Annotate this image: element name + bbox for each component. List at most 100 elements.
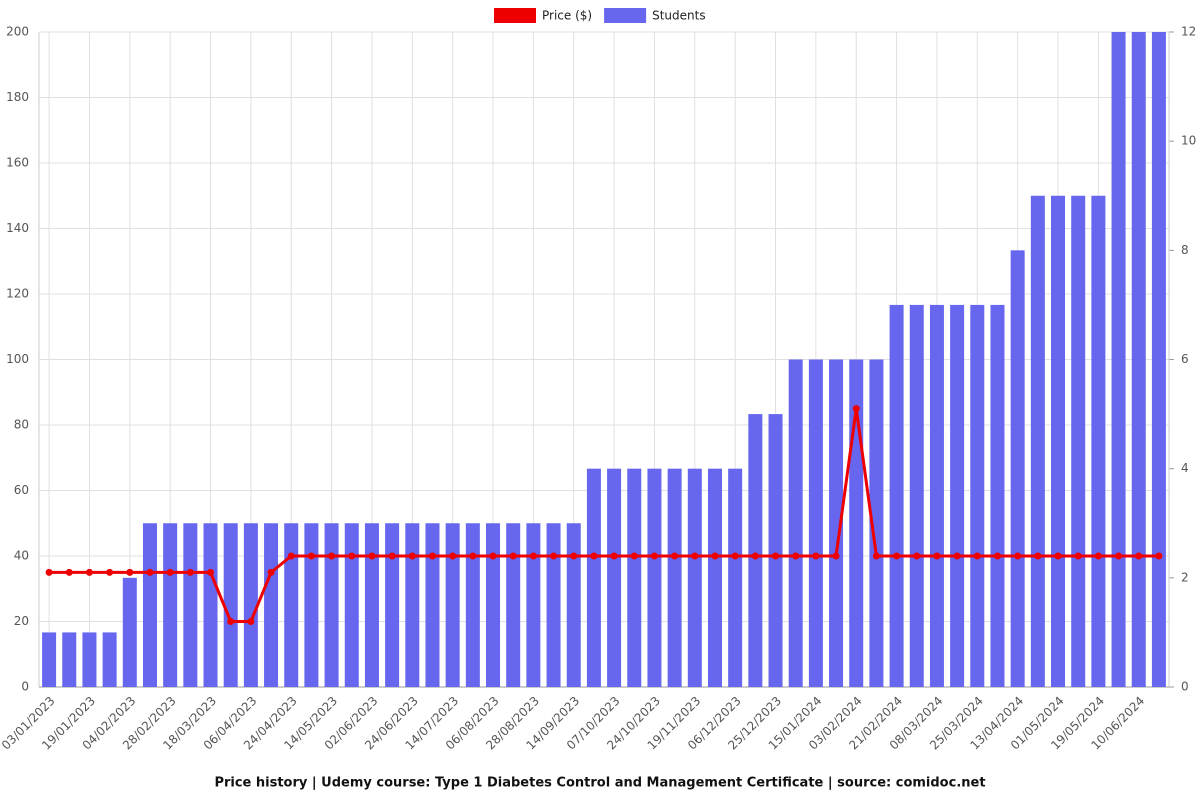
price-point [449, 552, 457, 560]
price-point [913, 552, 921, 560]
bar [546, 523, 561, 687]
price-point [993, 552, 1001, 560]
legend-label: Price ($) [542, 9, 592, 23]
bar [929, 304, 944, 687]
price-point [186, 568, 194, 576]
price-point [671, 552, 679, 560]
bar [1131, 32, 1146, 687]
bar [324, 523, 339, 687]
price-point [368, 552, 376, 560]
price-point [751, 552, 759, 560]
price-point [852, 405, 860, 413]
bar [566, 523, 581, 687]
bar [1091, 195, 1106, 687]
bar [950, 304, 965, 687]
bar [142, 523, 157, 687]
price-point [529, 552, 537, 560]
price-point [973, 552, 981, 560]
price-point [65, 568, 73, 576]
y2-tick-label: 0 [1181, 680, 1189, 694]
price-point [469, 552, 477, 560]
y-tick-label: 140 [6, 221, 29, 235]
y2-tick-label: 4 [1181, 461, 1189, 475]
y2-tick-label: 12 [1181, 25, 1196, 39]
bar [284, 523, 299, 687]
y-tick-label: 60 [14, 483, 29, 497]
bar [163, 523, 178, 687]
price-point [247, 618, 255, 625]
price-point [227, 618, 235, 625]
price-point [1115, 552, 1123, 560]
bar [808, 359, 823, 687]
y-tick-label: 120 [6, 287, 29, 301]
y2-tick-label: 6 [1181, 352, 1189, 366]
price-point [1155, 552, 1163, 560]
bar [647, 468, 662, 687]
bar [768, 414, 783, 687]
bar [243, 523, 258, 687]
bar [223, 523, 238, 687]
bar [405, 523, 420, 687]
bar [82, 632, 97, 687]
price-point [731, 552, 739, 560]
price-point [166, 568, 174, 576]
bar [869, 359, 884, 687]
y2-tick-label: 8 [1181, 243, 1189, 257]
y-tick-label: 0 [21, 680, 29, 694]
bar [1051, 195, 1066, 687]
price-point [1074, 552, 1082, 560]
price-point [550, 552, 558, 560]
price-point [388, 552, 396, 560]
price-point [1054, 552, 1062, 560]
price-point [328, 552, 336, 560]
bar [264, 523, 279, 687]
price-point [691, 552, 699, 560]
bar [970, 304, 985, 687]
bar [627, 468, 642, 687]
bar [667, 468, 682, 687]
bar [364, 523, 379, 687]
price-point [207, 568, 215, 576]
price-point [126, 568, 134, 576]
bar [687, 468, 702, 687]
bar [486, 523, 501, 687]
price-point [650, 552, 658, 560]
legend-label: Students [652, 9, 706, 23]
price-point [408, 552, 416, 560]
price-point [792, 552, 800, 560]
bar [1030, 195, 1045, 687]
price-point [45, 568, 53, 576]
y-tick-label: 100 [6, 352, 29, 366]
chart-title: Price history | Udemy course: Type 1 Dia… [214, 776, 985, 791]
price-point [1014, 552, 1022, 560]
price-point [933, 552, 941, 560]
bar [102, 632, 117, 687]
price-point [893, 552, 901, 560]
bar [445, 523, 460, 687]
y-tick-label: 20 [14, 614, 29, 628]
bar [889, 304, 904, 687]
price-point [590, 552, 598, 560]
bar [183, 523, 198, 687]
y-tick-label: 80 [14, 418, 29, 432]
bar [385, 523, 400, 687]
bar [526, 523, 541, 687]
y-tick-label: 180 [6, 90, 29, 104]
bar [707, 468, 722, 687]
bar [607, 468, 622, 687]
bar [909, 304, 924, 687]
price-point [85, 568, 93, 576]
price-point [610, 552, 618, 560]
bar [990, 304, 1005, 687]
y2-tick-label: 2 [1181, 570, 1189, 584]
bar [1071, 195, 1086, 687]
price-point [570, 552, 578, 560]
price-point [267, 568, 275, 576]
y-tick-label: 40 [14, 549, 29, 563]
price-point [428, 552, 436, 560]
price-point [711, 552, 719, 560]
bar [465, 523, 480, 687]
price-point [307, 552, 315, 560]
bar [304, 523, 319, 687]
price-point [489, 552, 497, 560]
